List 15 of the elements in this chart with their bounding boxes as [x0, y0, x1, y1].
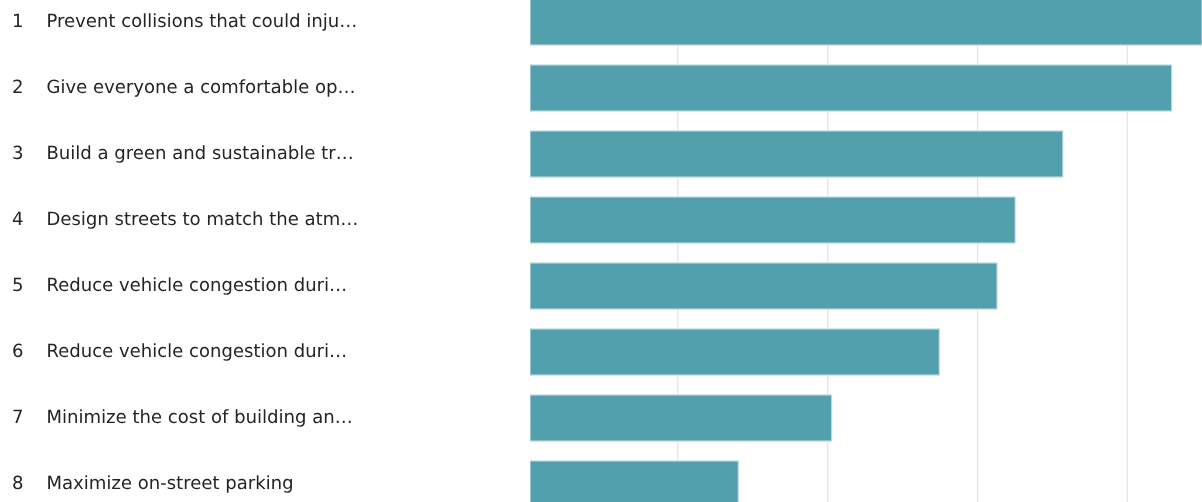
- y-tick-label: 5 Reduce vehicle congestion duri…: [13, 277, 346, 295]
- bar: [530, 262, 998, 310]
- y-tick-label: 3 Build a green and sustainable tr…: [13, 145, 352, 163]
- bar: [530, 328, 940, 376]
- bar: [530, 0, 1202, 46]
- y-tick-label: 1 Prevent collisions that could inju…: [13, 13, 356, 31]
- y-tick-label: 6 Reduce vehicle congestion duri…: [13, 343, 346, 361]
- y-tick-label: 8 Maximize on-street parking: [13, 475, 292, 493]
- y-tick-label: 4 Design streets to match the atm…: [12, 211, 357, 229]
- bar: [530, 130, 1064, 178]
- bar: [530, 394, 833, 442]
- bar: [530, 196, 1016, 244]
- y-tick-label: 2 Give everyone a comfortable op…: [13, 79, 354, 97]
- bar: [530, 64, 1173, 112]
- y-tick-label: 7 Minimize the cost of building an…: [13, 409, 351, 427]
